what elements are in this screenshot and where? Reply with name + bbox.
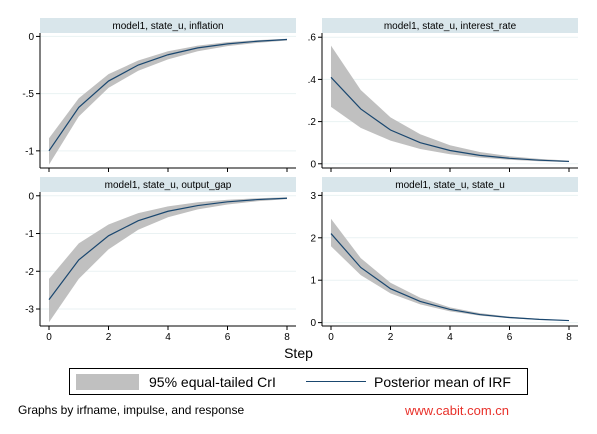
irf-mean-line xyxy=(48,38,288,152)
legend-line-label: Posterior mean of IRF xyxy=(374,374,511,390)
x-tick-label: 4 xyxy=(447,332,453,343)
panel-header xyxy=(322,18,578,33)
panel-header xyxy=(40,177,296,192)
y-tick-label: -.5 xyxy=(22,89,34,100)
panel-title: model1, state_u, inflation xyxy=(112,21,223,32)
legend-line-swatch xyxy=(306,381,366,382)
x-tick-label: 8 xyxy=(566,332,572,343)
legend-band-swatch xyxy=(76,374,139,390)
chart-panel-3: model1, state_u, output_gap 0 -1 -2 -3 0 2 4 6 8 xyxy=(25,177,296,343)
x-tick-label: 2 xyxy=(106,332,112,343)
y-tick-label: 2 xyxy=(310,233,316,244)
panel-header xyxy=(40,18,296,33)
panel-header xyxy=(322,177,578,192)
x-tick-label: 2 xyxy=(388,332,394,343)
x-tick-label: 6 xyxy=(507,332,513,343)
cri-band xyxy=(49,197,287,323)
y-tick-label: .4 xyxy=(308,75,317,86)
chart-panel-1: model1, state_u, inflation 0 -.5 -1 xyxy=(22,18,296,172)
plot-area xyxy=(322,192,578,326)
irf-mean-line xyxy=(330,76,570,163)
x-tick-label: 0 xyxy=(46,332,52,343)
x-tick-label: 6 xyxy=(225,332,231,343)
x-tick-label: 0 xyxy=(328,332,334,343)
irf-mean-line xyxy=(48,197,288,300)
y-tick-label: -3 xyxy=(25,305,34,316)
y-tick-label: -1 xyxy=(25,146,34,157)
legend: 95% equal-tailed CrI Posterior mean of I… xyxy=(69,368,528,395)
y-tick-label: -1 xyxy=(25,229,34,240)
panel-title: model1, state_u, output_gap xyxy=(105,180,232,191)
y-tick-label: 0 xyxy=(310,159,316,170)
panel-title: model1, state_u, state_u xyxy=(395,180,505,191)
irf-mean-line xyxy=(330,233,570,322)
y-tick-label: 0 xyxy=(310,318,316,329)
cri-band xyxy=(331,45,569,163)
x-axis-label: Step xyxy=(284,345,313,361)
panel-title: model1, state_u, interest_rate xyxy=(384,21,517,32)
x-tick-label: 8 xyxy=(284,332,290,343)
y-tick-label: 3 xyxy=(310,191,316,202)
y-tick-label: 0 xyxy=(28,32,34,43)
chart-panel-2: model1, state_u, interest_rate 0 .2 .4 .6 xyxy=(308,18,578,172)
y-tick-label: .6 xyxy=(308,33,317,44)
legend-band-label: 95% equal-tailed CrI xyxy=(149,374,276,390)
y-tick-label: -2 xyxy=(25,267,34,278)
x-tick-label: 4 xyxy=(165,332,171,343)
watermark: www.cabit.com.cn xyxy=(405,403,510,418)
y-tick-label: 1 xyxy=(310,276,316,287)
y-tick-label: .2 xyxy=(308,117,317,128)
chart-panel-4: model1, state_u, state_u 0 1 2 3 0 2 4 6 8 xyxy=(310,177,578,343)
y-tick-label: 0 xyxy=(28,191,34,202)
graph-note: Graphs by irfname, impulse, and response xyxy=(18,403,245,417)
